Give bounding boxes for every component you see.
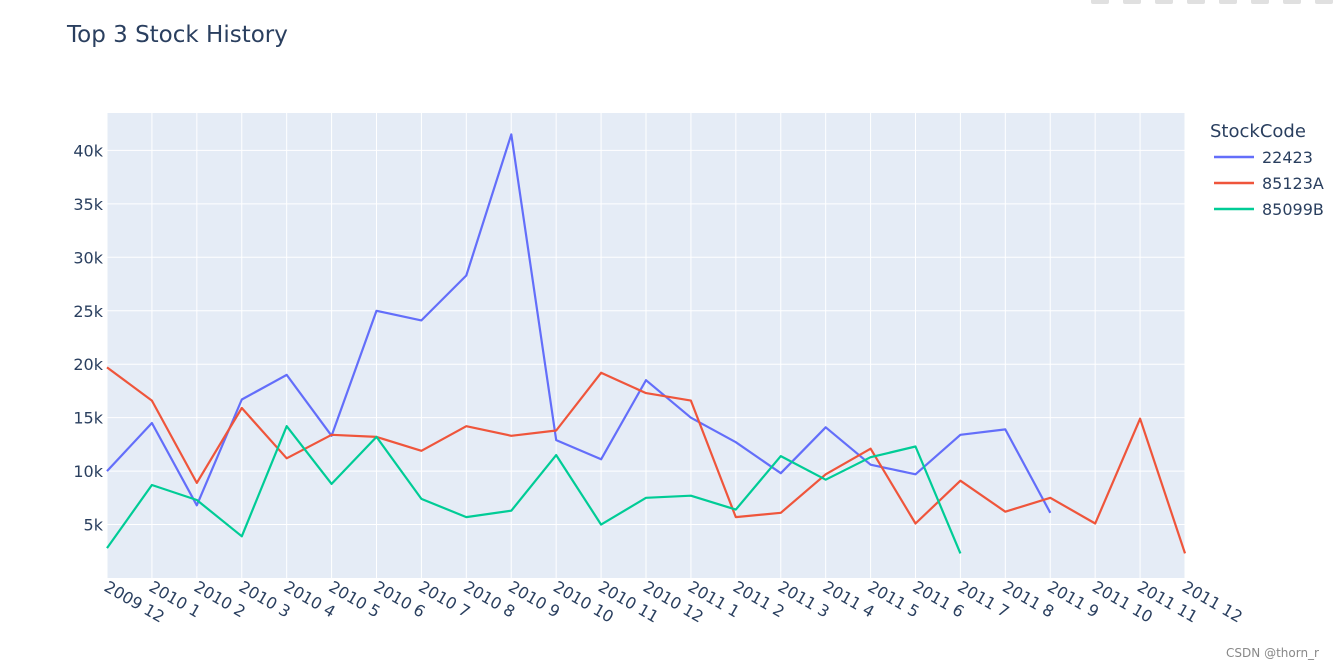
series-line-85123A [106, 366, 1187, 554]
y-axis-ticks: 5k 10k 15k 20k 25k 30k 35k 40k [73, 141, 103, 534]
reset-icon[interactable] [1283, 0, 1301, 4]
x-tick-label: 2010 4 [281, 577, 339, 621]
legend-label[interactable]: 22423 [1262, 148, 1313, 167]
y-tick-label: 30k [73, 248, 103, 267]
y-tick-label: 15k [73, 409, 103, 428]
y-tick-label: 25k [73, 302, 103, 321]
zoom-in-icon[interactable] [1187, 0, 1205, 4]
x-tick-label: 2011 2 [730, 577, 788, 621]
chart-title: Top 3 Stock History [67, 22, 288, 48]
x-tick-label: 2010 8 [460, 577, 518, 621]
plotly-logo-icon[interactable] [1315, 0, 1333, 4]
camera-icon[interactable] [1091, 0, 1109, 4]
x-tick-label: 2010 5 [326, 577, 384, 621]
series-lines [106, 133, 1187, 554]
legend-label[interactable]: 85123A [1262, 174, 1324, 193]
zoom-out-icon[interactable] [1219, 0, 1237, 4]
y-tick-label: 10k [73, 462, 103, 481]
series-line-85099B [106, 425, 962, 554]
pan-icon[interactable] [1155, 0, 1173, 4]
x-tick-label: 2011 8 [999, 577, 1057, 621]
modebar [1091, 0, 1333, 6]
series-line-22423 [106, 133, 1052, 514]
y-tick-label: 40k [73, 141, 103, 160]
x-tick-label: 2011 9 [1044, 577, 1102, 621]
x-tick-label: 2011 7 [954, 577, 1012, 621]
x-gridlines [106, 113, 1186, 578]
x-tick-label: 2010 9 [505, 577, 563, 621]
x-tick-label: 2011 5 [865, 577, 923, 621]
watermark: CSDN @thorn_r [1226, 646, 1319, 660]
y-tick-label: 20k [73, 355, 103, 374]
x-tick-label: 2010 7 [415, 577, 473, 621]
autoscale-icon[interactable] [1251, 0, 1269, 4]
legend-label[interactable]: 85099B [1262, 200, 1324, 219]
x-tick-label: 2011 3 [775, 577, 833, 621]
x-tick-label: 2010 3 [236, 577, 294, 621]
x-tick-label: 2011 6 [910, 577, 968, 621]
legend-title: StockCode [1210, 121, 1306, 142]
y-gridlines [107, 149, 1185, 526]
x-tick-label: 2011 4 [820, 577, 878, 621]
x-tick-label: 2010 2 [191, 577, 249, 621]
y-tick-label: 35k [73, 195, 103, 214]
x-tick-label: 2010 6 [371, 577, 429, 621]
legend: StockCode 22423 85123A 85099B [1210, 121, 1324, 219]
y-tick-label: 5k [84, 516, 104, 535]
zoom-icon[interactable] [1123, 0, 1141, 4]
